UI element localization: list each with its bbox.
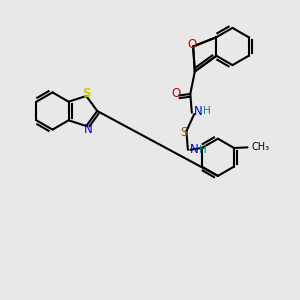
Text: O: O	[171, 87, 181, 100]
Text: CH₃: CH₃	[251, 142, 269, 152]
Text: S: S	[82, 87, 91, 100]
Text: H: H	[199, 145, 207, 155]
Text: H: H	[203, 106, 211, 116]
Text: O: O	[187, 38, 196, 52]
Text: N: N	[190, 143, 199, 156]
Text: N: N	[194, 105, 203, 118]
Text: N: N	[83, 122, 92, 136]
Text: S: S	[180, 127, 188, 140]
